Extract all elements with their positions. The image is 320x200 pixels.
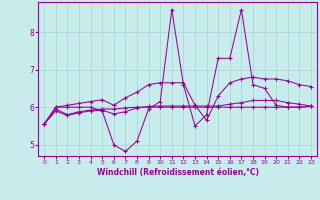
X-axis label: Windchill (Refroidissement éolien,°C): Windchill (Refroidissement éolien,°C) bbox=[97, 168, 259, 177]
